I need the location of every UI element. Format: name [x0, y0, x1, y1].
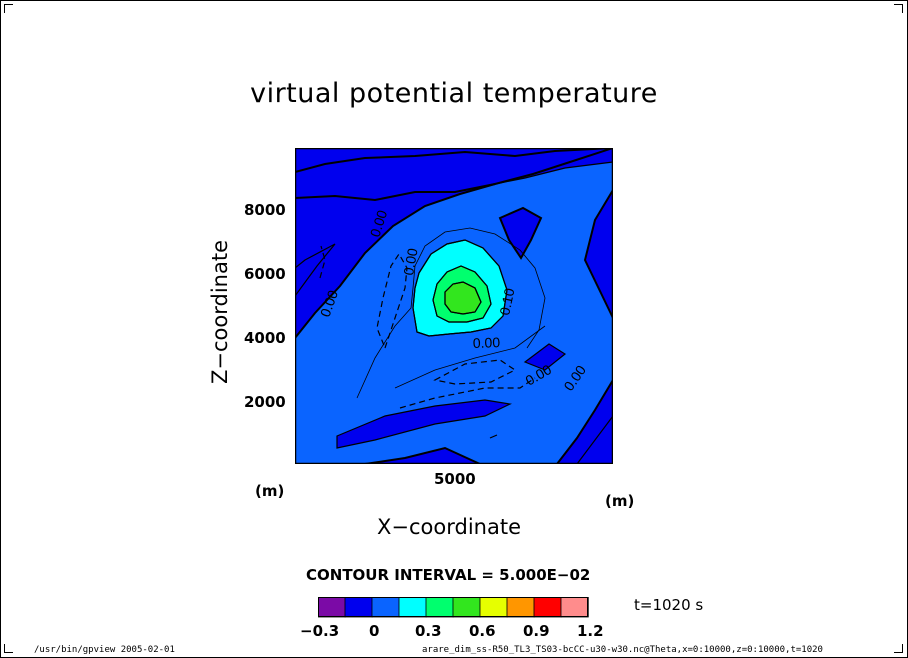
colorbar [318, 597, 589, 618]
contour-line [583, 189, 613, 319]
contour-fill-band [295, 243, 336, 298]
colorbar-cell [506, 597, 535, 618]
contour-fill-band [576, 415, 613, 464]
colorbar-border [318, 597, 588, 617]
contour-line [295, 148, 613, 339]
contour-line [412, 239, 508, 337]
colorbar-cell [452, 597, 481, 618]
corner-mark-bottom-left [4, 644, 13, 653]
colorbar-tick-label: 0 [369, 622, 380, 640]
colorbar-cell [371, 597, 400, 618]
contour-interval-text: CONTOUR INTERVAL = 5.000E−02 [306, 566, 591, 584]
contour-line [376, 252, 408, 350]
y-tick-label: 4000 [244, 329, 286, 347]
plot-border [295, 148, 613, 464]
x-axis-label: X−coordinate [377, 515, 521, 539]
contour-label: 0.10 [496, 286, 517, 316]
colorbar-cell [318, 597, 346, 618]
y-tick-label: 6000 [244, 265, 286, 283]
y-axis-label: Z−coordinate [208, 240, 232, 384]
contour-line [432, 265, 492, 323]
y-tick-label: 8000 [244, 201, 286, 219]
contour-label: 0.00 [473, 334, 501, 351]
contour-line [356, 227, 546, 399]
contour-label: 0.00 [400, 247, 421, 277]
contour-line [444, 281, 482, 315]
corner-mark-top-right [894, 4, 903, 13]
colorbar-cell [560, 597, 589, 618]
footer-right-text: arare_dim_ss-R50_TL3_TS03-bcCC-u30-w30.n… [422, 645, 823, 655]
colorbar-tick-label: 1.2 [577, 622, 604, 640]
contour-line [364, 446, 481, 464]
colorbar-tick-label: 0.3 [415, 622, 442, 640]
contour-line [295, 148, 613, 173]
corner-mark-top-left [4, 4, 13, 13]
contour-line [295, 183, 496, 202]
footer-left-text: /usr/bin/gpview 2005-02-01 [34, 645, 175, 655]
time-label: t=1020 s [634, 596, 704, 614]
x-unit-label: (m) [605, 492, 635, 510]
contour-line [489, 434, 498, 439]
contour-line [433, 359, 517, 385]
contour-line [498, 206, 543, 260]
corner-mark-bottom-right [894, 644, 903, 653]
colorbar-tick-label: 0.6 [469, 622, 496, 640]
contour-line [399, 377, 536, 409]
contour-fill-band [336, 399, 512, 449]
contour-plot: 0.00 0.00 0.00 0.10 0.00 0.00 0.00 [295, 148, 613, 464]
colorbar-cell [479, 597, 508, 618]
contour-fill-band [523, 343, 567, 371]
contour-line [556, 379, 613, 464]
y-unit-label: (m) [255, 482, 285, 500]
colorbar-cell [344, 597, 373, 618]
y-tick-label: 2000 [244, 393, 286, 411]
colorbar-cell [533, 597, 562, 618]
colorbar-tick-label: −0.3 [300, 622, 340, 640]
x-tick-label: 5000 [434, 470, 476, 488]
contour-line [394, 325, 546, 389]
chart-title: virtual potential temperature [250, 78, 658, 109]
colorbar-tick-label: 0.9 [523, 622, 550, 640]
colorbar-cell [398, 597, 427, 618]
colorbar-cell [425, 597, 454, 618]
